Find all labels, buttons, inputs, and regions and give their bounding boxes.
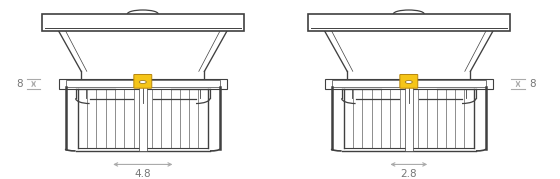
Bar [66, 79, 220, 87]
FancyBboxPatch shape [400, 74, 418, 88]
Text: 8: 8 [529, 79, 536, 89]
Bar [325, 79, 493, 89]
Bar [308, 14, 510, 31]
Text: 4.8: 4.8 [134, 169, 151, 179]
Bar [59, 79, 227, 89]
Text: 8: 8 [16, 79, 22, 89]
Text: 2.8: 2.8 [400, 169, 417, 179]
Ellipse shape [405, 81, 412, 83]
Bar [138, 87, 147, 151]
Bar [42, 14, 244, 31]
Bar [404, 87, 413, 151]
Ellipse shape [139, 81, 146, 83]
Bar [332, 79, 486, 87]
FancyBboxPatch shape [134, 74, 152, 88]
